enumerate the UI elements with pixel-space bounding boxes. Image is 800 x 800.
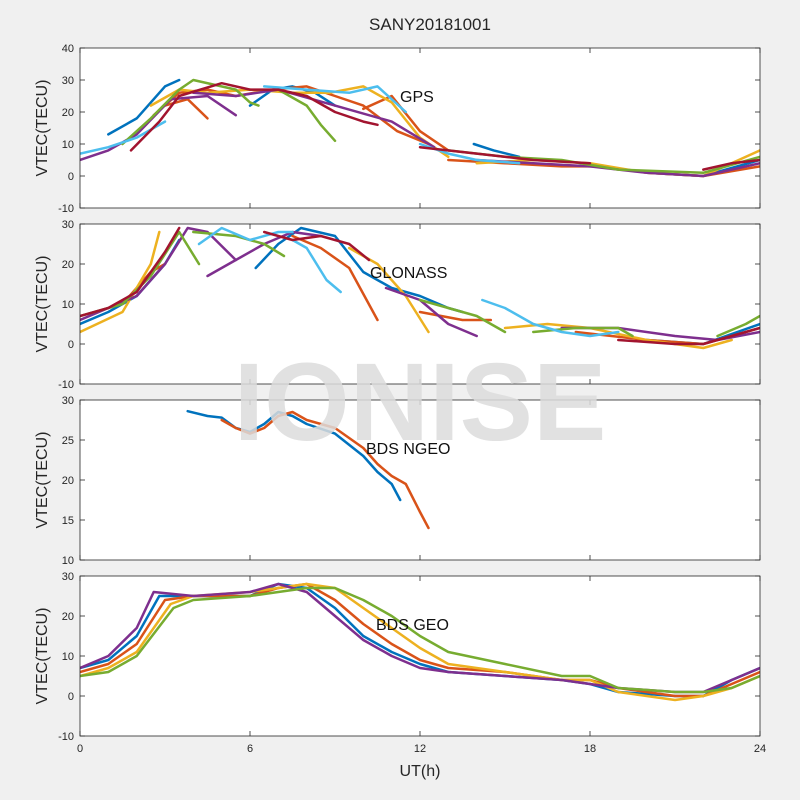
x-tick-label: 0 (77, 743, 83, 755)
y-tick-label: 10 (62, 139, 74, 151)
series-line-10 (503, 322, 733, 350)
y-tick-label: 10 (62, 651, 74, 663)
plot-area (80, 400, 760, 560)
x-tick-label: 12 (414, 743, 426, 755)
y-axis-label: VTEC(TECU) (34, 256, 51, 353)
y-tick-label: -10 (58, 203, 74, 215)
y-tick-label: 40 (62, 43, 74, 55)
y-tick-label: 10 (62, 299, 74, 311)
series-group (80, 226, 760, 350)
series-line-19 (716, 314, 760, 338)
series-line-1 (107, 78, 181, 136)
panel-label: GLONASS (370, 265, 447, 282)
y-tick-label: 30 (62, 219, 74, 231)
y-tick-label: 20 (62, 611, 74, 623)
subplot-1: -10 0 10 20 30 40 VTEC(TECU) GPS (34, 43, 761, 215)
y-tick-label: 30 (62, 75, 74, 87)
series-line-14 (121, 78, 260, 146)
y-axis-label: VTEC(TECU) (34, 608, 51, 705)
watermark: IONISE (234, 341, 607, 464)
y-tick-label: 20 (62, 475, 74, 487)
series-line-20 (197, 226, 294, 246)
series-line-23 (80, 226, 181, 318)
panel-label: BDS NGEO (366, 441, 450, 458)
series-line-21 (291, 238, 342, 294)
y-axis-label: VTEC(TECU) (34, 80, 51, 177)
series-line-1 (80, 582, 760, 698)
series-line-21 (418, 145, 592, 165)
subplot-2: -10 0 10 20 30 VTEC(TECU) GLONASS (34, 219, 761, 391)
series-line-3 (472, 142, 521, 159)
x-tick-label: 24 (754, 743, 766, 755)
series-group (186, 409, 430, 530)
x-tick-label: 18 (584, 743, 596, 755)
y-tick-label: 30 (62, 571, 74, 583)
panel-label: BDS GEO (376, 617, 449, 634)
series-line-2 (220, 410, 430, 530)
series-line-2 (248, 85, 337, 107)
series-line-6 (362, 94, 450, 152)
series-line-22 (481, 298, 620, 338)
plot-area (80, 48, 760, 208)
series-line-5 (80, 586, 760, 694)
panel-label: GPS (400, 89, 434, 106)
x-axis-label: UT(h) (400, 763, 441, 780)
y-tick-label: 10 (62, 555, 74, 567)
series-line-25 (617, 326, 760, 346)
y-tick-label: 20 (62, 107, 74, 119)
y-axis-label: VTEC(TECU) (34, 432, 51, 529)
y-tick-label: -10 (58, 731, 74, 743)
y-tick-label: 0 (68, 691, 74, 703)
series-group (80, 582, 760, 702)
y-tick-label: 15 (62, 515, 74, 527)
series-line-13 (384, 286, 478, 338)
series-line-17 (418, 298, 507, 334)
y-tick-label: 30 (62, 395, 74, 407)
y-tick-label: 0 (68, 339, 74, 351)
y-tick-label: 20 (62, 259, 74, 271)
series-group (80, 78, 760, 178)
series-line-5 (291, 234, 379, 322)
x-tick-label: 6 (247, 743, 253, 755)
series-line-3 (80, 582, 760, 702)
subplot-3: 10 15 20 25 30 VTEC(TECU) BDS NGEO (34, 395, 761, 567)
y-tick-label: 0 (68, 171, 74, 183)
y-tick-label: -10 (58, 379, 74, 391)
series-line-20 (129, 81, 379, 152)
series-line-10 (475, 149, 760, 178)
series-line-8 (80, 230, 161, 334)
series-line-24 (262, 230, 371, 262)
plot-area (80, 224, 760, 384)
series-line-12 (192, 88, 436, 149)
y-tick-label: 25 (62, 435, 74, 447)
series-line-2 (80, 582, 760, 698)
plot-area (80, 576, 760, 736)
series-line-15 (277, 88, 337, 143)
figure-title: SANY20181001 (369, 15, 491, 34)
series-line-18 (262, 85, 408, 114)
series-line-22 (702, 158, 760, 171)
